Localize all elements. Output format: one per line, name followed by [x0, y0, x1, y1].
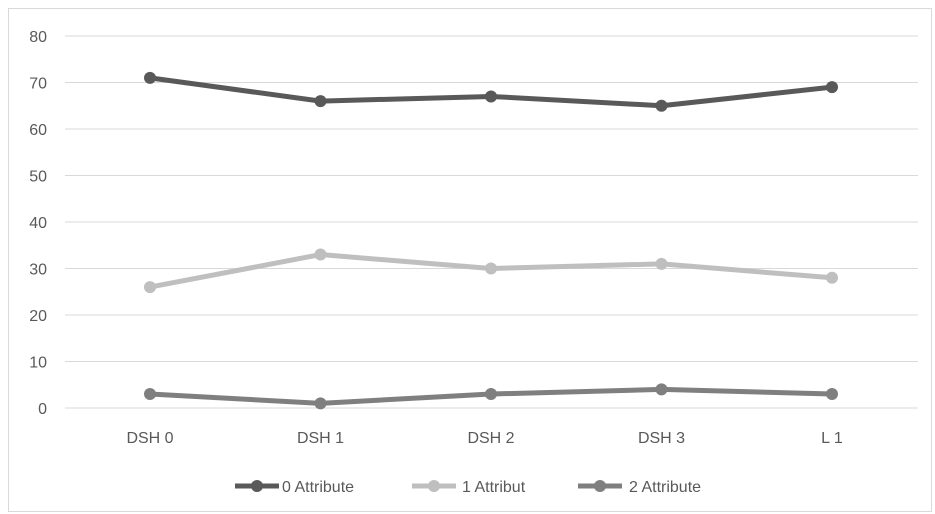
y-tick-label: 0	[38, 401, 47, 418]
data-point	[144, 388, 156, 401]
y-tick-label: 50	[29, 169, 47, 186]
legend-label: 0 Attribute	[282, 479, 354, 496]
data-point	[485, 262, 497, 275]
data-point	[485, 388, 497, 401]
legend-swatch-marker	[251, 480, 263, 492]
data-point	[485, 90, 497, 103]
x-tick-label: DSH 3	[638, 430, 685, 447]
y-tick-label: 60	[29, 122, 47, 139]
data-point	[314, 248, 327, 261]
legend-label: 1 Attribut	[462, 479, 526, 496]
y-tick-label: 70	[29, 76, 47, 93]
y-axis-ticks: 0 10 20 30 40 50 60 70 80	[29, 29, 47, 418]
legend-item-2: 2 Attribute	[578, 479, 701, 496]
legend: 0 Attribute 1 Attribut 2 Attribute	[235, 479, 701, 496]
data-point	[655, 257, 668, 270]
y-tick-label: 30	[29, 262, 47, 279]
data-point	[314, 95, 327, 108]
data-point	[314, 397, 327, 410]
series-0	[144, 71, 838, 112]
legend-swatch-marker	[428, 480, 440, 492]
data-point	[144, 281, 156, 294]
legend-label: 2 Attribute	[629, 479, 701, 496]
data-point	[655, 99, 668, 112]
y-tick-label: 80	[29, 29, 47, 46]
series-2	[144, 383, 838, 410]
x-tick-label: DSH 2	[467, 430, 514, 447]
gridlines	[65, 35, 918, 409]
y-tick-label: 20	[29, 308, 47, 325]
legend-swatch-marker	[594, 480, 606, 492]
legend-item-0: 0 Attribute	[235, 479, 354, 496]
x-axis-ticks: DSH 0 DSH 1 DSH 2 DSH 3 L 1	[126, 430, 842, 447]
x-tick-label: DSH 0	[126, 430, 173, 447]
legend-item-1: 1 Attribut	[412, 479, 526, 496]
x-tick-label: DSH 1	[297, 430, 344, 447]
series-1	[144, 248, 838, 294]
y-tick-label: 10	[29, 355, 47, 372]
x-tick-label: L 1	[821, 430, 843, 447]
data-point	[826, 81, 838, 94]
y-tick-label: 40	[29, 215, 47, 232]
series-lines	[144, 71, 838, 410]
data-point	[144, 71, 156, 84]
data-point	[826, 388, 838, 401]
data-point	[655, 383, 668, 396]
data-point	[826, 271, 838, 284]
